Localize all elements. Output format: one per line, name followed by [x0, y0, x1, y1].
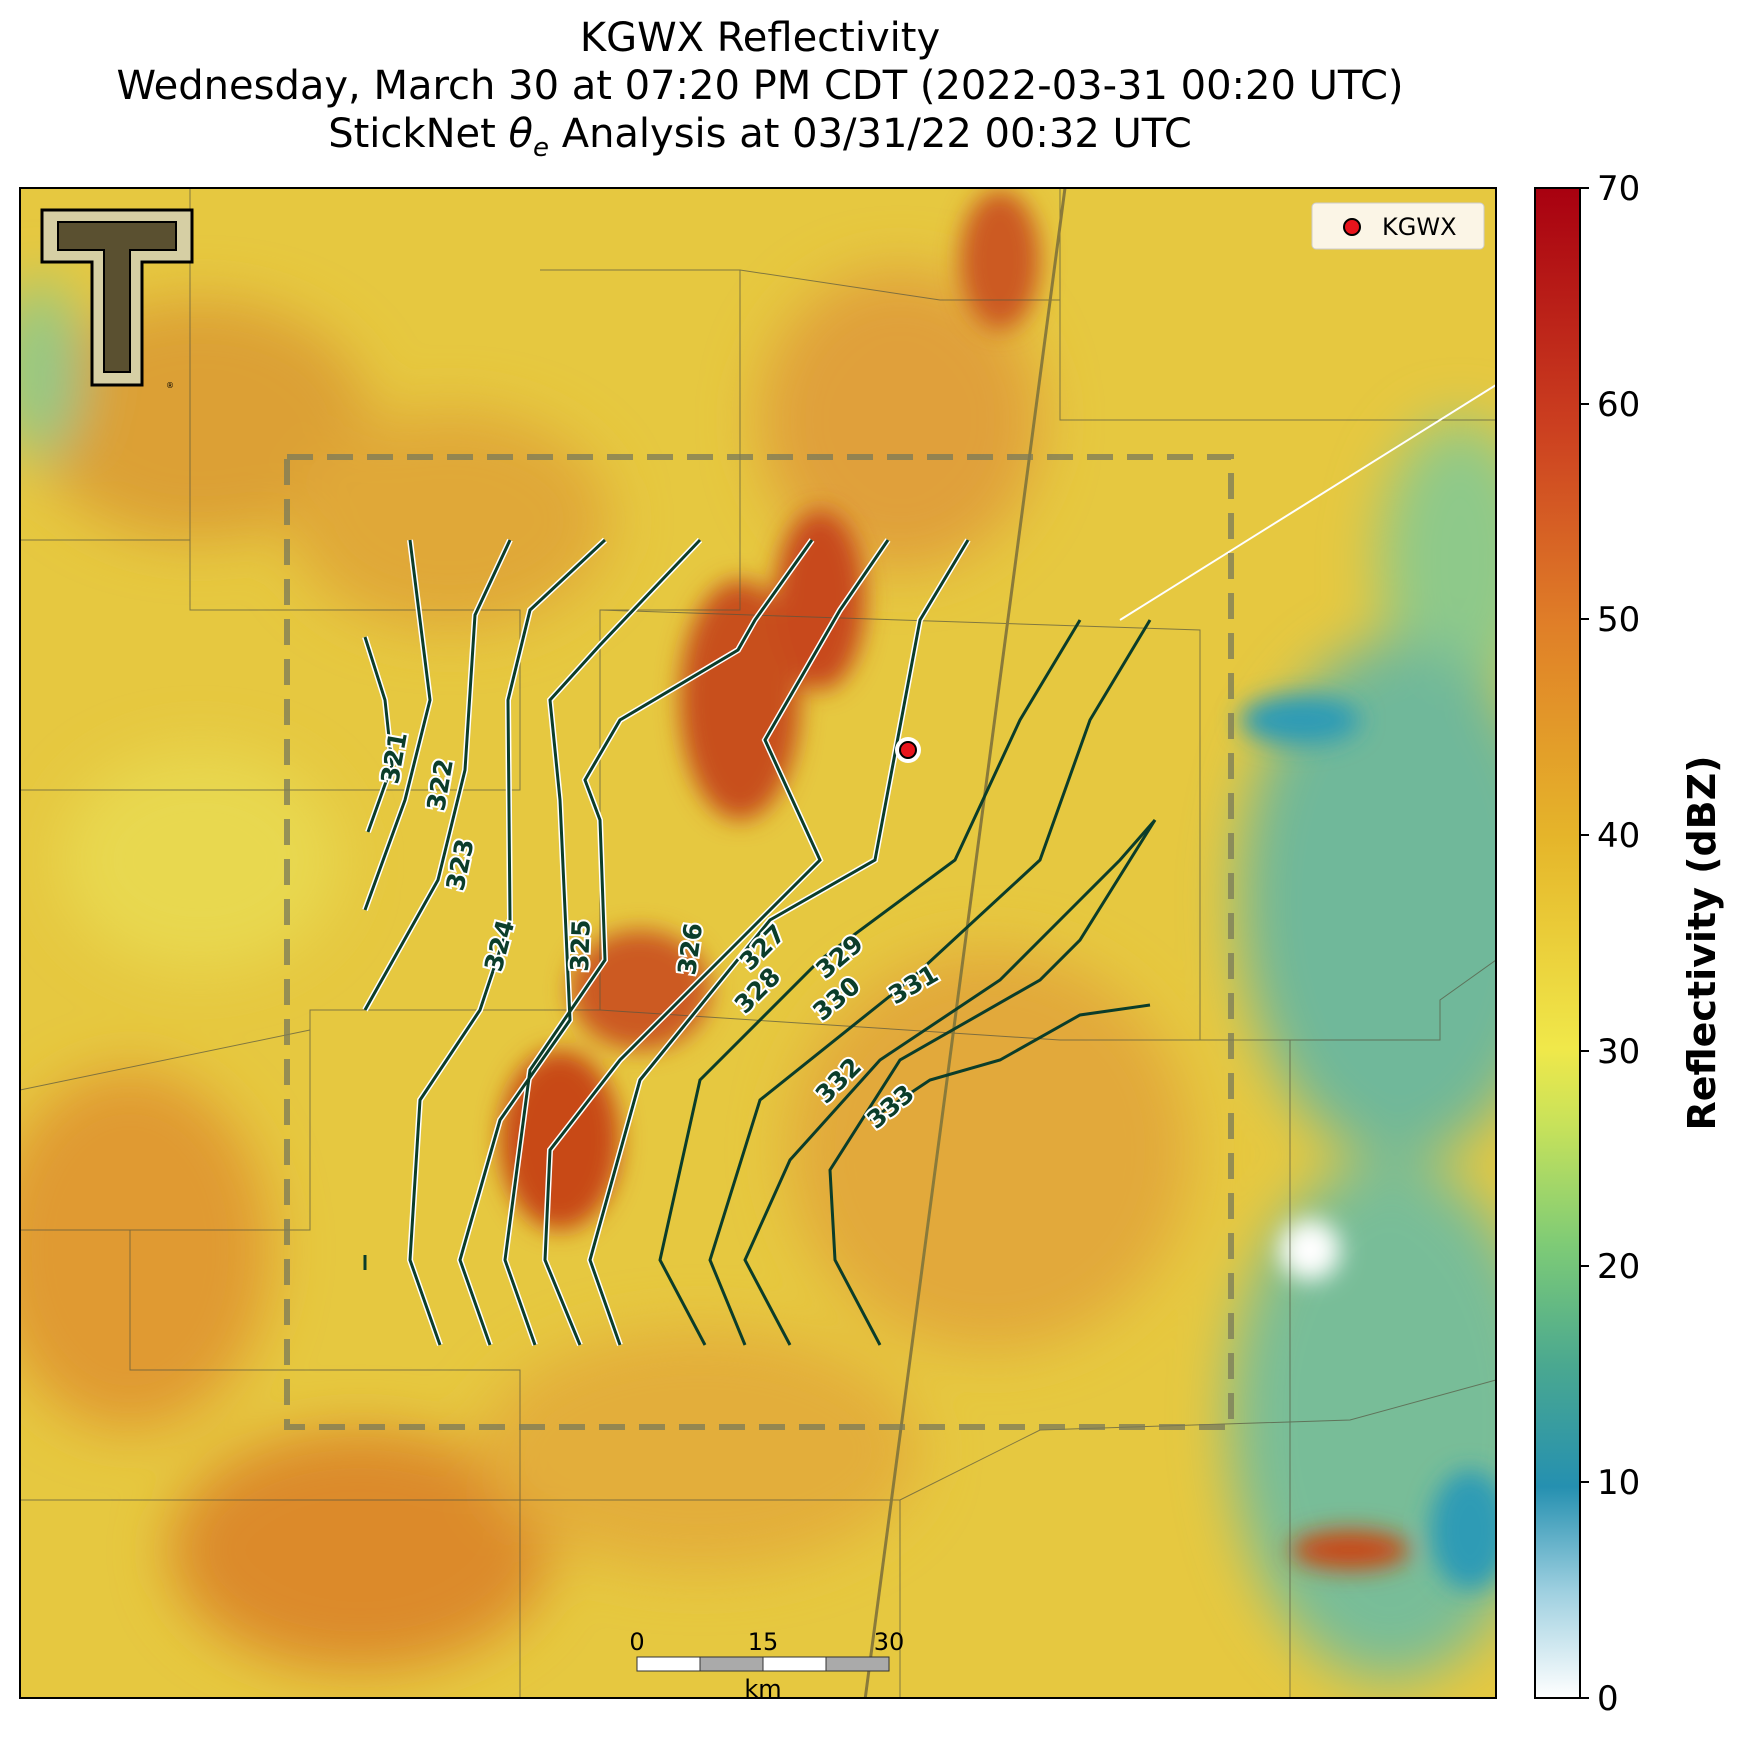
radar-beam-line	[1119, 384, 1496, 621]
contour-331	[743, 819, 1157, 1346]
texas-tech-logo: ®	[40, 208, 194, 390]
scale-tick-0: 0	[629, 1628, 644, 1656]
contour-328	[588, 539, 970, 1346]
colorbar-gradient	[1534, 187, 1581, 1699]
colorbar-tick-50: 50	[1597, 600, 1640, 640]
title-radar: KGWX Reflectivity	[579, 15, 941, 61]
contour-329	[658, 619, 1082, 1346]
scale-unit: km	[744, 1675, 781, 1703]
figure-title: KGWX Reflectivity Wednesday, March 30 at…	[0, 14, 1520, 172]
colorbar-title: Reflectivity (dBZ)	[1680, 755, 1724, 1130]
title-time: Wednesday, March 30 at 07:20 PM CDT (202…	[116, 63, 1404, 109]
colorbar-tick-60: 60	[1597, 385, 1640, 425]
colorbar: 0 10 20 30 40 50 60 70 Reflectivity (dBZ…	[1534, 169, 1724, 1719]
map-frame	[19, 187, 1497, 1699]
contour-326	[503, 539, 814, 1346]
title-analysis: StickNet θe Analysis at 03/31/22 00:32 U…	[328, 111, 1192, 163]
contour-330	[708, 619, 1152, 1346]
colorbar-tick-30: 30	[1597, 1032, 1640, 1072]
highway-line	[863, 188, 1067, 1698]
contour-321	[363, 636, 394, 833]
contour-322	[363, 539, 432, 911]
contour-323	[363, 539, 512, 1011]
colorbar-tick-70: 70	[1597, 169, 1640, 209]
scale-tick-15: 15	[748, 1628, 779, 1656]
contour-label-326: 326	[672, 921, 708, 977]
radar-site-marker	[899, 741, 917, 759]
colorbar-tick-10: 10	[1597, 1463, 1640, 1503]
contour-333	[869, 1003, 1151, 1122]
reflectivity-map: 321 322 323 324 325 326 327 328 329 330 …	[20, 188, 1496, 1698]
legend: KGWX	[1311, 202, 1485, 250]
scale-bar: 0 15 30 km	[629, 1628, 904, 1703]
scale-tick-30: 30	[874, 1628, 905, 1656]
contour-327	[543, 539, 890, 1346]
contour-325	[458, 538, 702, 1346]
legend-radar-marker	[1343, 218, 1361, 236]
svg-text:®: ®	[166, 381, 174, 390]
contour-label-325: 325	[565, 919, 596, 972]
theta-e-contours	[363, 538, 1157, 1346]
colorbar-tick-20: 20	[1597, 1247, 1640, 1287]
colorbar-tick-40: 40	[1597, 816, 1640, 856]
colorbar-tick-0: 0	[1597, 1679, 1619, 1719]
contour-332	[828, 819, 1157, 1346]
contour-324	[408, 538, 607, 1346]
reflectivity-blobs	[20, 270, 1496, 1680]
legend-label: KGWX	[1382, 213, 1457, 241]
analysis-domain-box	[284, 454, 1234, 1430]
